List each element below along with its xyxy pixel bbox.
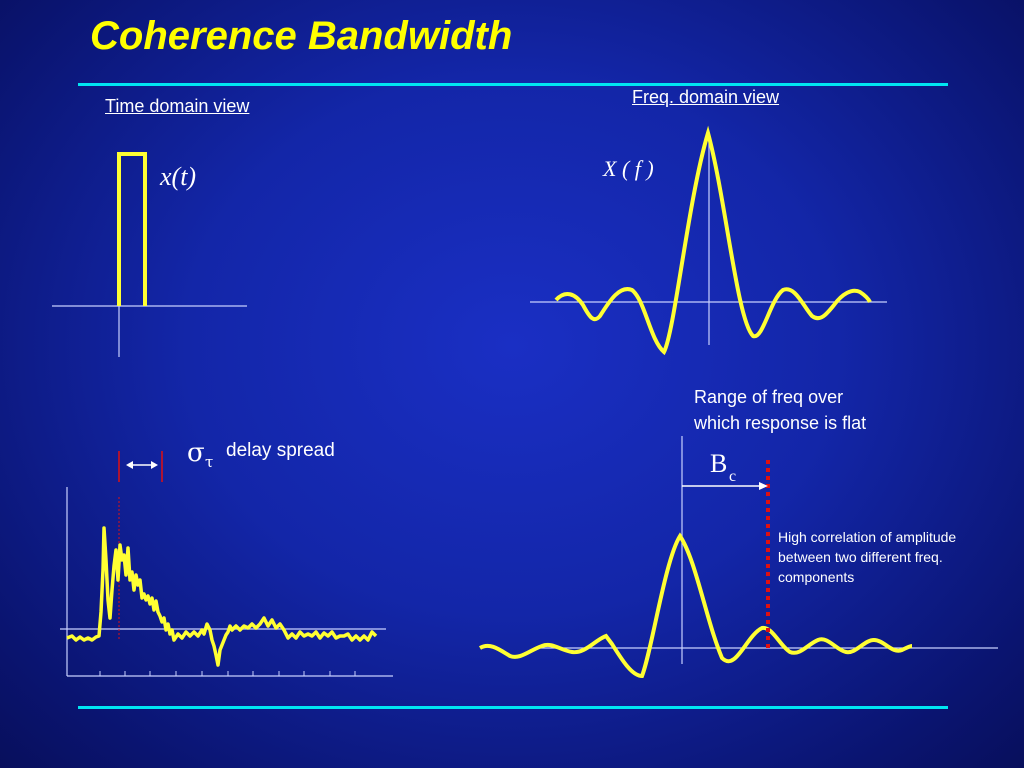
sigma-symbol: σ <box>187 438 205 468</box>
bc-label-sub: c <box>729 468 736 485</box>
correlation-note: High correlation of amplitude between tw… <box>778 527 956 587</box>
range-note-line1: Range of freq over <box>694 387 844 407</box>
delay-spread-label: delay spread <box>226 440 335 461</box>
bottom-divider <box>78 706 948 709</box>
delay-arrow-right-head <box>151 461 158 469</box>
time-domain-pulse-plot: x(t) <box>52 152 247 357</box>
freq-signal-label: X ( f ) <box>602 156 654 181</box>
range-note-line2: which response is flat <box>694 413 867 433</box>
time-signal-label: x(t) <box>159 162 196 191</box>
bc-label-main: B <box>710 449 727 478</box>
correlation-note-line3: components <box>778 569 855 585</box>
top-divider <box>78 83 948 86</box>
freq-domain-sinc-plot: X ( f ) <box>530 125 887 356</box>
bc-arrow-head <box>759 482 768 490</box>
ir-ticks <box>99 671 356 676</box>
slide-title: Coherence Bandwidth <box>90 14 513 58</box>
delay-arrow-left-head <box>126 461 133 469</box>
impulse-response-plot: σ τ delay spread <box>60 438 393 677</box>
tau-subscript: τ <box>205 453 213 471</box>
correlation-note-line2: between two different freq. <box>778 549 943 565</box>
coherence-bandwidth-plot: B c <box>478 436 998 679</box>
range-note: Range of freq over which response is fla… <box>694 384 866 436</box>
rect-pulse-curve <box>117 152 147 306</box>
time-domain-label: Time domain view <box>105 96 250 116</box>
correlation-note-line1: High correlation of amplitude <box>778 529 957 545</box>
frequency-response-curve <box>478 532 913 679</box>
sinc-curve <box>554 125 872 356</box>
freq-domain-label: Freq. domain view <box>632 87 780 107</box>
impulse-response-curve <box>66 526 378 667</box>
